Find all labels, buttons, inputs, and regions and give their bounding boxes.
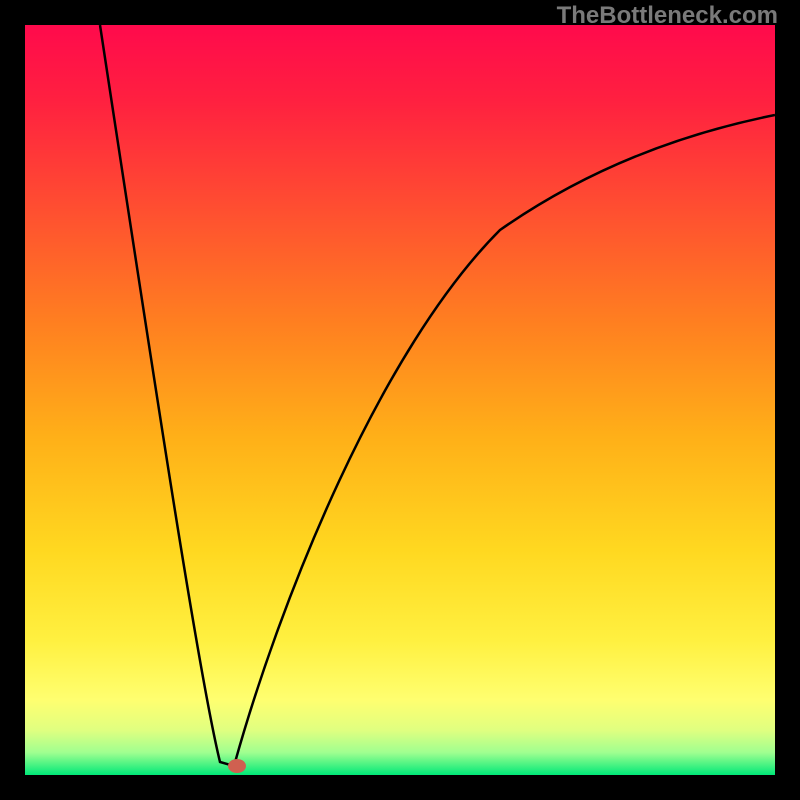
gradient-background: [25, 25, 775, 775]
chart-frame: [25, 25, 775, 775]
bottleneck-chart: [25, 25, 775, 775]
watermark-text: TheBottleneck.com: [557, 2, 778, 30]
optimal-point-marker: [228, 759, 246, 773]
